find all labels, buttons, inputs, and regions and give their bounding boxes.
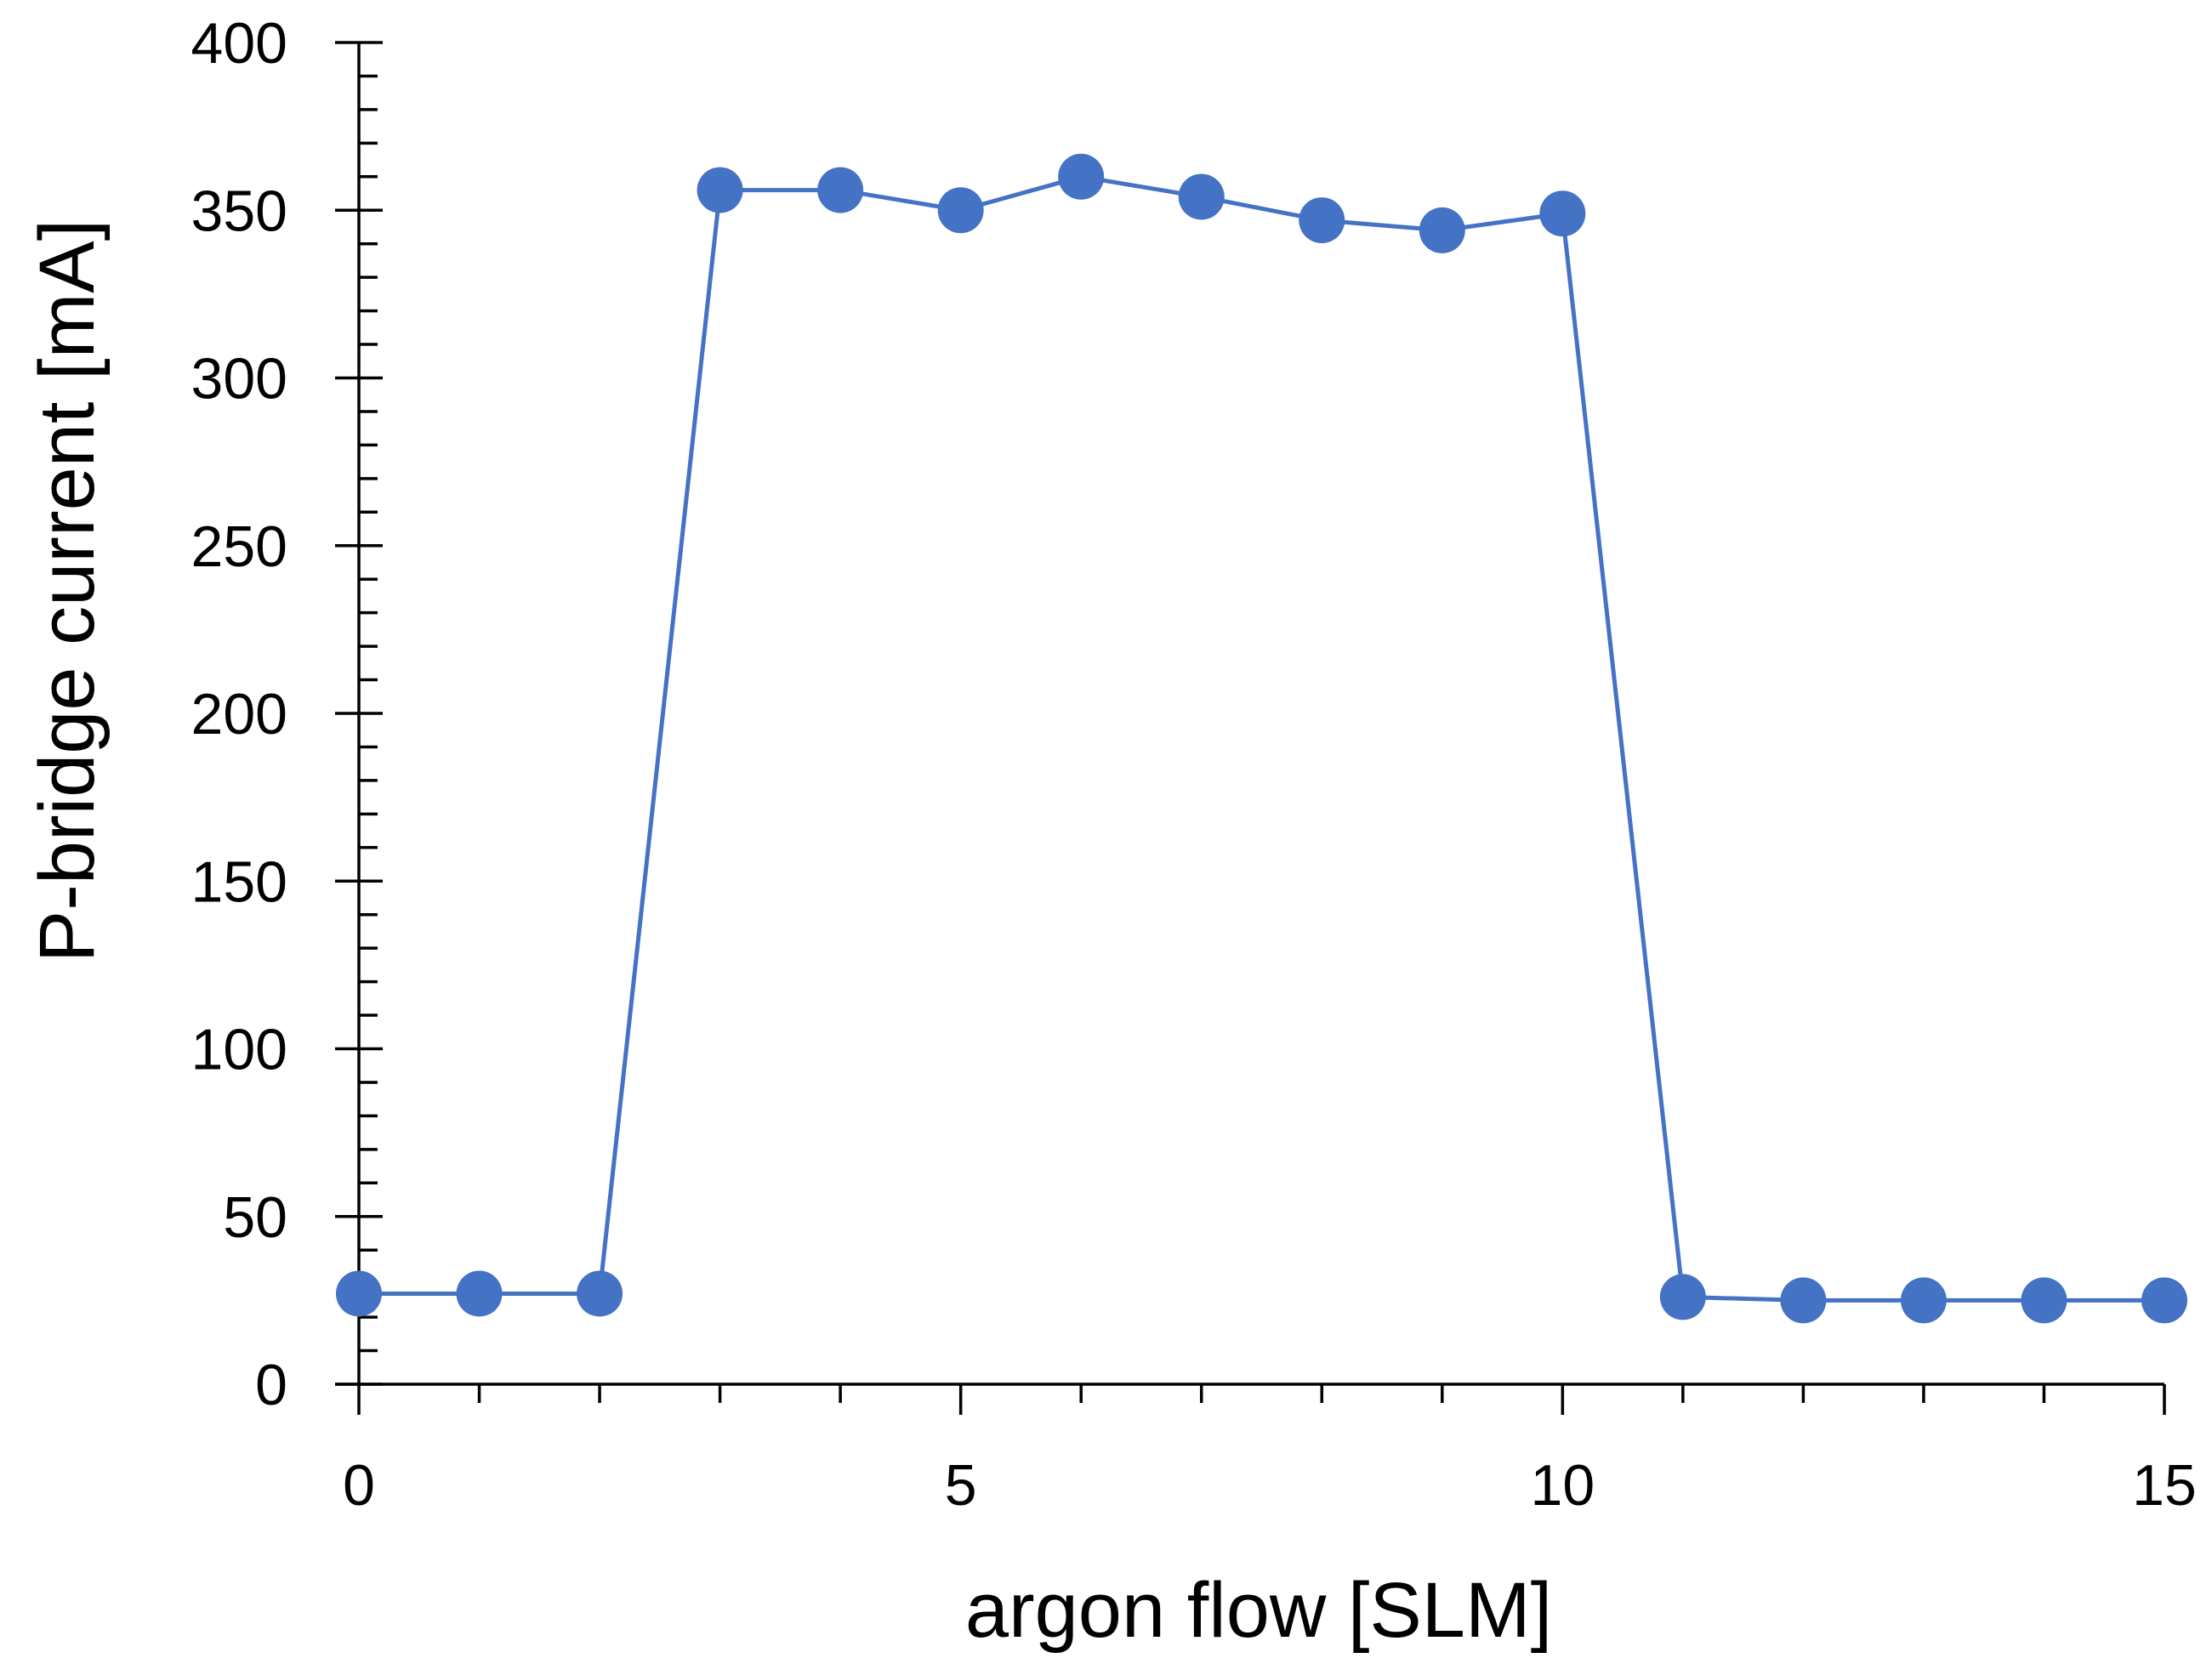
data-point xyxy=(817,167,864,213)
data-point xyxy=(336,1270,382,1317)
y-tick-label: 150 xyxy=(191,849,287,914)
y-tick-label: 50 xyxy=(223,1185,287,1250)
data-point xyxy=(2141,1277,2187,1324)
x-axis: 0 5 10 15 xyxy=(335,1383,2197,1518)
series-layer xyxy=(336,153,2187,1324)
data-point xyxy=(1900,1277,1947,1324)
data-point xyxy=(937,187,984,234)
data-point xyxy=(456,1270,503,1317)
x-tick-label: 5 xyxy=(945,1453,977,1518)
y-tick-label: 100 xyxy=(191,1018,287,1082)
data-point xyxy=(1780,1277,1827,1324)
y-axis: 0 50 100 150 200 250 300 350 400 xyxy=(191,11,383,1417)
y-axis-title: P-bridge current [mA] xyxy=(24,219,111,962)
y-tick-label: 250 xyxy=(191,514,287,579)
y-tick-label: 400 xyxy=(191,11,287,76)
x-tick-label: 0 xyxy=(343,1453,375,1518)
x-axis-title: argon flow [SLM] xyxy=(965,1567,1552,1654)
data-point xyxy=(1659,1274,1706,1320)
y-tick-label: 350 xyxy=(191,179,287,243)
y-tick-label: 300 xyxy=(191,347,287,412)
data-point xyxy=(1539,190,1586,237)
y-tick-label: 0 xyxy=(255,1353,287,1417)
data-point xyxy=(1058,153,1105,200)
data-point xyxy=(1299,197,1345,244)
data-point xyxy=(1419,207,1465,253)
x-tick-label: 15 xyxy=(2132,1453,2197,1518)
data-point xyxy=(697,167,743,213)
data-point xyxy=(577,1270,623,1317)
data-point xyxy=(2021,1277,2067,1324)
data-point xyxy=(1178,173,1225,220)
x-tick-label: 10 xyxy=(1531,1453,1595,1518)
y-tick-label: 200 xyxy=(191,682,287,747)
series-line xyxy=(359,174,2164,1303)
